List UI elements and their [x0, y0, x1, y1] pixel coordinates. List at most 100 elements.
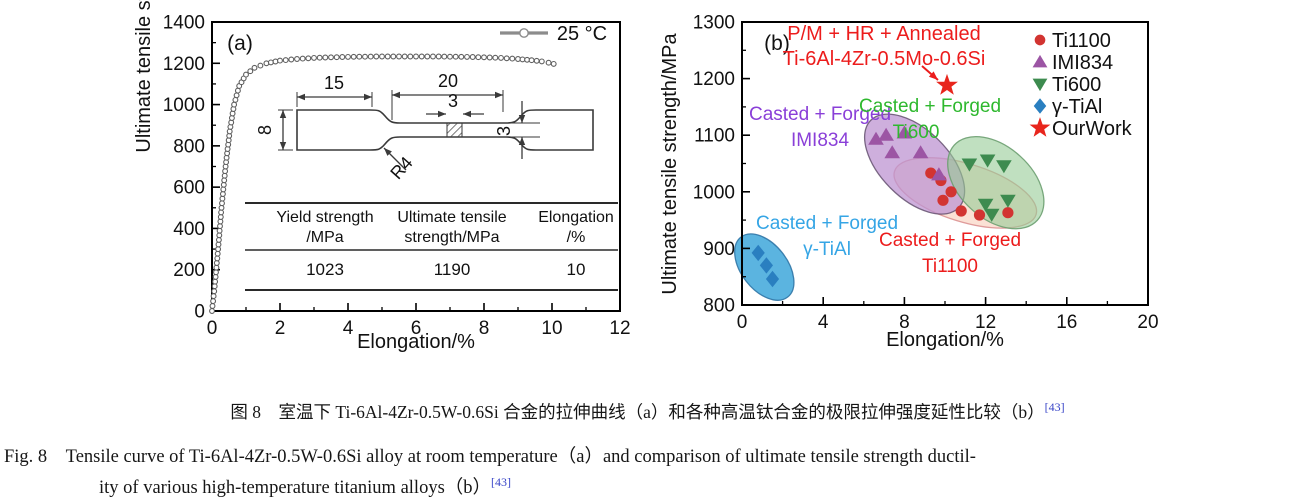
data-point	[210, 298, 217, 305]
dim-grip-length: 15	[324, 73, 344, 93]
data-point	[247, 68, 254, 75]
y-tick-label: 1100	[694, 126, 735, 147]
data-point	[251, 64, 258, 71]
data-point	[232, 96, 239, 103]
x-tick-label: 12	[609, 318, 630, 339]
gamma-tial-label-text: γ-TiAl	[803, 239, 851, 260]
data-point	[339, 54, 346, 60]
x-tick-label: 8	[899, 312, 910, 333]
citation-43[interactable]: [43]	[491, 474, 512, 489]
x-tick-label: 2	[275, 318, 286, 339]
triangle-up-marker	[868, 131, 884, 145]
legend-a: 25 °C	[500, 23, 607, 45]
gamma-tial-label: Casted + Forged γ-TiAl	[756, 213, 898, 260]
data-point	[257, 62, 264, 69]
data-point	[277, 57, 283, 64]
data-point	[288, 56, 295, 63]
y-tick-label: 200	[173, 260, 205, 281]
triangle-down-marker	[1000, 194, 1016, 208]
panel-label-b: (b)	[764, 32, 790, 55]
triangle-down-marker	[977, 198, 994, 212]
data-point	[550, 60, 557, 67]
data-point	[316, 54, 323, 61]
table-value: 1023	[306, 260, 344, 279]
legend-label: 25 °C	[557, 23, 607, 45]
x-tick-label: 4	[343, 318, 354, 339]
ti600-label-text: Casted + Forged	[859, 96, 1001, 117]
data-point	[509, 55, 516, 62]
dim-gauge-length: 20	[438, 71, 458, 91]
ourwork-annotation-text: Ti-6Al-4Zr-0.5Mo-0.6Si	[783, 48, 986, 70]
data-point	[407, 53, 414, 60]
data-point	[213, 269, 219, 276]
ti600-label-text: Ti600	[893, 122, 940, 143]
diamond-marker	[1033, 98, 1047, 114]
chart-graphic	[392, 91, 400, 99]
table-header: Yield strength	[276, 209, 373, 226]
data-point	[379, 53, 385, 60]
dim-gauge-width: 3	[494, 126, 514, 136]
table-value: 10	[567, 260, 586, 279]
circle-marker	[937, 194, 949, 206]
data-point	[401, 53, 408, 60]
chart-graphic	[279, 142, 287, 150]
circle-marker	[1002, 207, 1014, 219]
data-point	[545, 59, 552, 66]
data-point	[413, 53, 419, 60]
citation-43[interactable]: [43]	[1044, 400, 1065, 415]
triangle-down-marker	[983, 208, 1000, 222]
data-point	[418, 53, 425, 60]
data-point	[322, 54, 329, 61]
chart-graphic	[364, 93, 372, 101]
triangle-down-marker	[996, 160, 1012, 174]
data-point	[430, 53, 436, 60]
caption-english-line1: Fig. 8 Tensile curve of Ti-6Al-4Zr-0.5W-…	[4, 442, 976, 468]
data-point	[498, 54, 504, 61]
gamma-tial-label-text: Casted + Forged	[756, 213, 898, 234]
data-point	[533, 57, 540, 64]
x-tick-label: 6	[411, 318, 422, 339]
data-point	[345, 53, 351, 60]
triangle-up-marker	[912, 145, 929, 159]
caption-chinese: 图 8 室温下 Ti-6Al-4Zr-0.5W-0.6Si 合金的拉伸曲线（a）…	[0, 399, 1295, 424]
y-tick-label: 1200	[693, 69, 735, 90]
x-tick-label: 12	[975, 312, 996, 333]
circle-marker	[955, 205, 967, 217]
series-Ti600	[961, 154, 1016, 222]
chart-graphic	[438, 110, 446, 118]
data-point	[209, 308, 215, 314]
y-tick-label: 1000	[163, 95, 205, 116]
data-point	[294, 56, 300, 62]
legend-label: Ti1100	[1052, 30, 1111, 52]
diamond-marker	[765, 270, 780, 288]
legend-label: Ti600	[1052, 74, 1101, 96]
y-tick-label: 1000	[693, 182, 735, 203]
caption-english-line2-text: ity of various high-temperature titanium…	[99, 478, 492, 498]
data-point	[475, 54, 482, 61]
ti1100-label-text: Ti1100	[922, 256, 978, 277]
data-point	[333, 54, 340, 61]
diamond-marker	[751, 244, 765, 262]
star-marker	[1029, 117, 1051, 137]
table-header: strength/MPa	[404, 229, 499, 246]
legend-label: IMI834	[1052, 52, 1113, 74]
legend-label: OurWork	[1052, 118, 1133, 140]
x-axis-title: Elongation/%	[357, 331, 475, 353]
data-point	[233, 92, 240, 99]
data-point	[447, 53, 453, 60]
caption-english-line2: ity of various high-temperature titanium…	[99, 473, 511, 499]
y-axis-title: Ultimate tensile strength/MPa	[660, 33, 681, 295]
ti1100-label-text: Casted + Forged	[879, 230, 1021, 251]
data-point	[328, 54, 334, 61]
data-point	[492, 54, 499, 61]
ti1100-label: Casted + Forged Ti1100	[879, 230, 1021, 277]
table-value: 1190	[434, 260, 471, 279]
data-point	[311, 54, 317, 61]
chart-graphic	[297, 93, 305, 101]
y-tick-label: 1200	[163, 54, 205, 75]
y-tick-label: 0	[194, 302, 205, 323]
data-point	[222, 168, 229, 175]
data-point	[267, 59, 274, 66]
y-tick-label: 800	[703, 296, 735, 317]
triangle-down-marker	[1032, 78, 1048, 92]
